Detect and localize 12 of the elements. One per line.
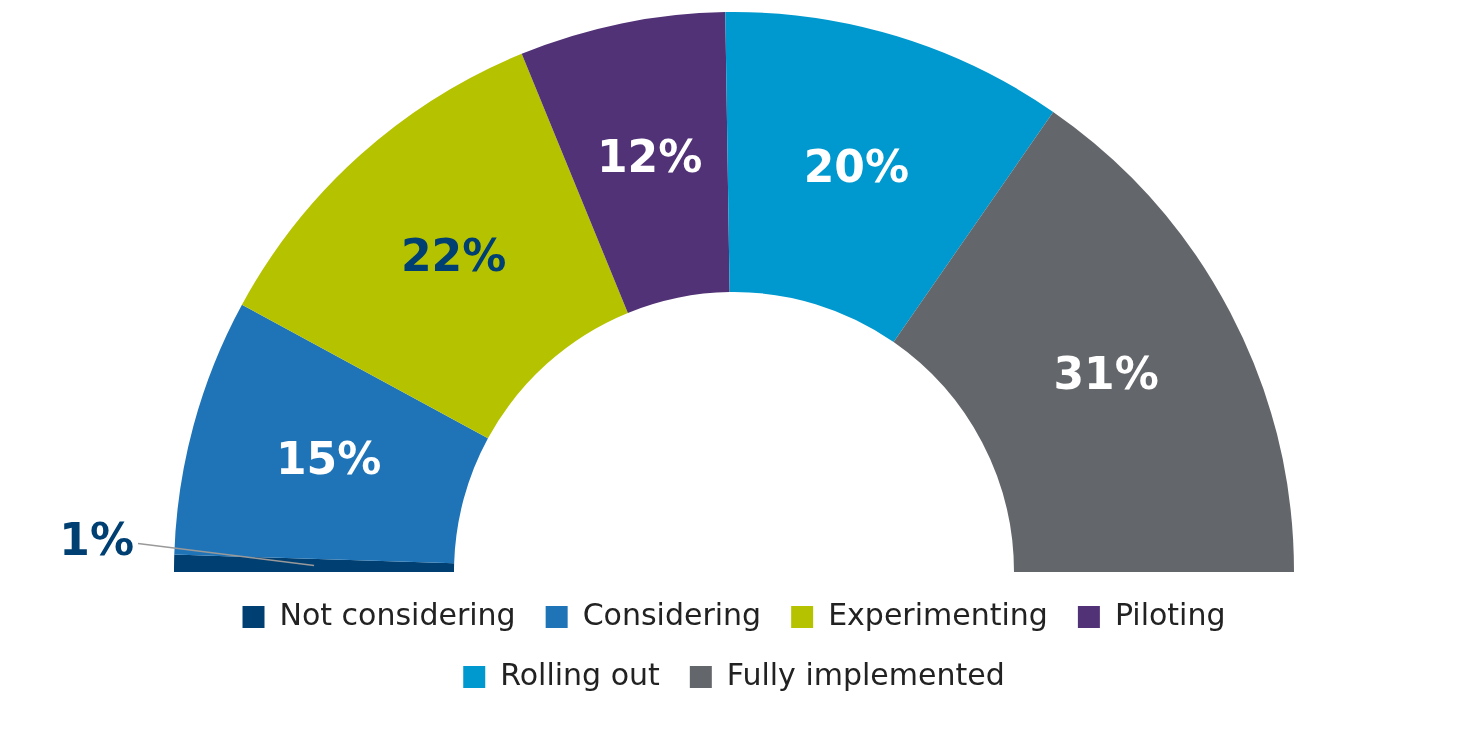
legend-label: Not considering [279,596,516,632]
data-label: 31% [1053,347,1159,399]
data-label: 22% [400,229,507,281]
legend-label: Piloting [1114,596,1226,632]
data-label: 15% [275,432,382,484]
data-label: 1% [59,513,134,565]
legend-label: Fully implemented [726,656,1005,692]
data-label: 20% [803,140,909,192]
legend-label: Considering [582,596,762,632]
legend-label: Experimenting [828,596,1048,632]
data-label: 12% [597,130,703,182]
legend-label: Rolling out [500,656,661,692]
